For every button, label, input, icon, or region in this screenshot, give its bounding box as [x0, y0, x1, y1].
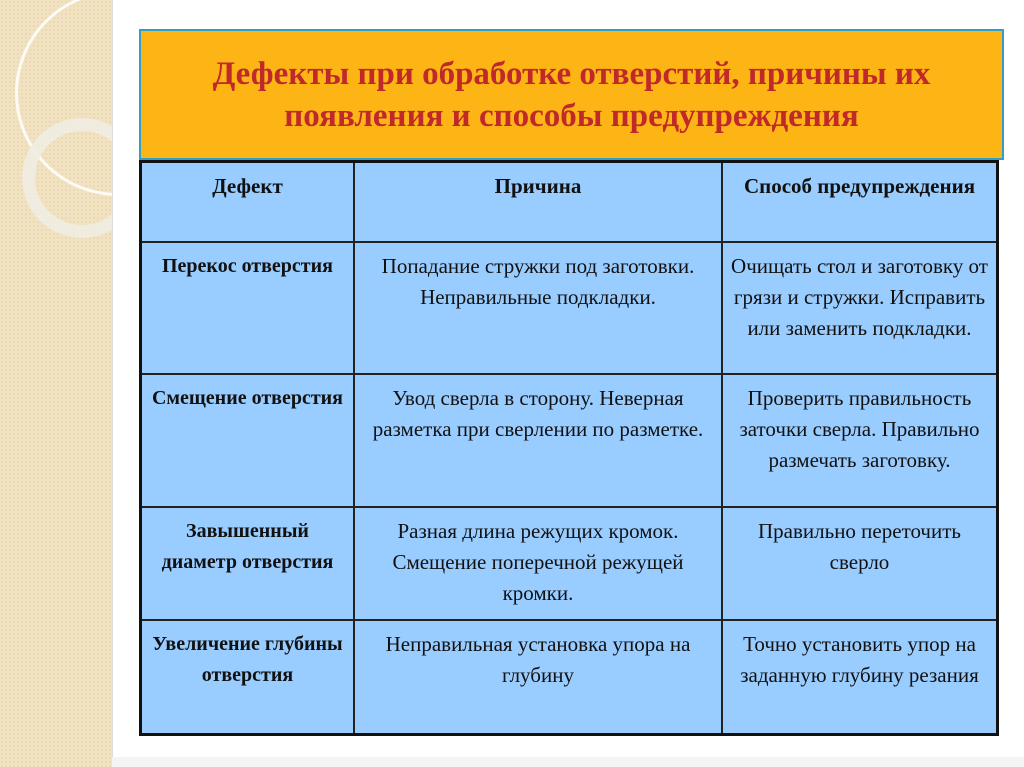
cell-cause: Увод сверла в сторону. Неверная разметка… — [353, 372, 723, 508]
table-row: Смещение отверстия Увод сверла в сторону… — [139, 372, 999, 508]
table-header-row: Дефект Причина Способ предупреждения — [139, 160, 999, 243]
cell-cause: Попадание стружки под заготовки. Неправи… — [353, 240, 723, 375]
cell-defect: Перекос отверстия — [139, 240, 355, 375]
cell-prevention: Точно установить упор на заданную глубин… — [721, 618, 999, 736]
defects-table: Дефект Причина Способ предупреждения Пер… — [139, 160, 999, 736]
header-cause: Причина — [353, 160, 723, 243]
cell-prevention: Правильно переточить сверло — [721, 505, 999, 621]
cell-cause: Разная длина режущих кромок. Смещение по… — [353, 505, 723, 621]
slide-title: Дефекты при обработке отверстий, причины… — [139, 29, 1004, 160]
cell-prevention: Проверить правильность заточки сверла. П… — [721, 372, 999, 508]
header-defect: Дефект — [139, 160, 355, 243]
cell-defect: Завышенный диаметр отверстия — [139, 505, 355, 621]
header-prevention: Способ предупреждения — [721, 160, 999, 243]
table-row: Завышенный диаметр отверстия Разная длин… — [139, 505, 999, 621]
decorative-side-panel — [0, 0, 113, 767]
footer-strip — [112, 757, 1024, 767]
cell-prevention: Очищать стол и заготовку от грязи и стру… — [721, 240, 999, 375]
cell-defect: Увеличение глубины отверстия — [139, 618, 355, 736]
cell-defect: Смещение отверстия — [139, 372, 355, 508]
table-row: Увеличение глубины отверстия Неправильна… — [139, 618, 999, 736]
cell-cause: Неправильная установка упора на глубину — [353, 618, 723, 736]
table-row: Перекос отверстия Попадание стружки под … — [139, 240, 999, 375]
